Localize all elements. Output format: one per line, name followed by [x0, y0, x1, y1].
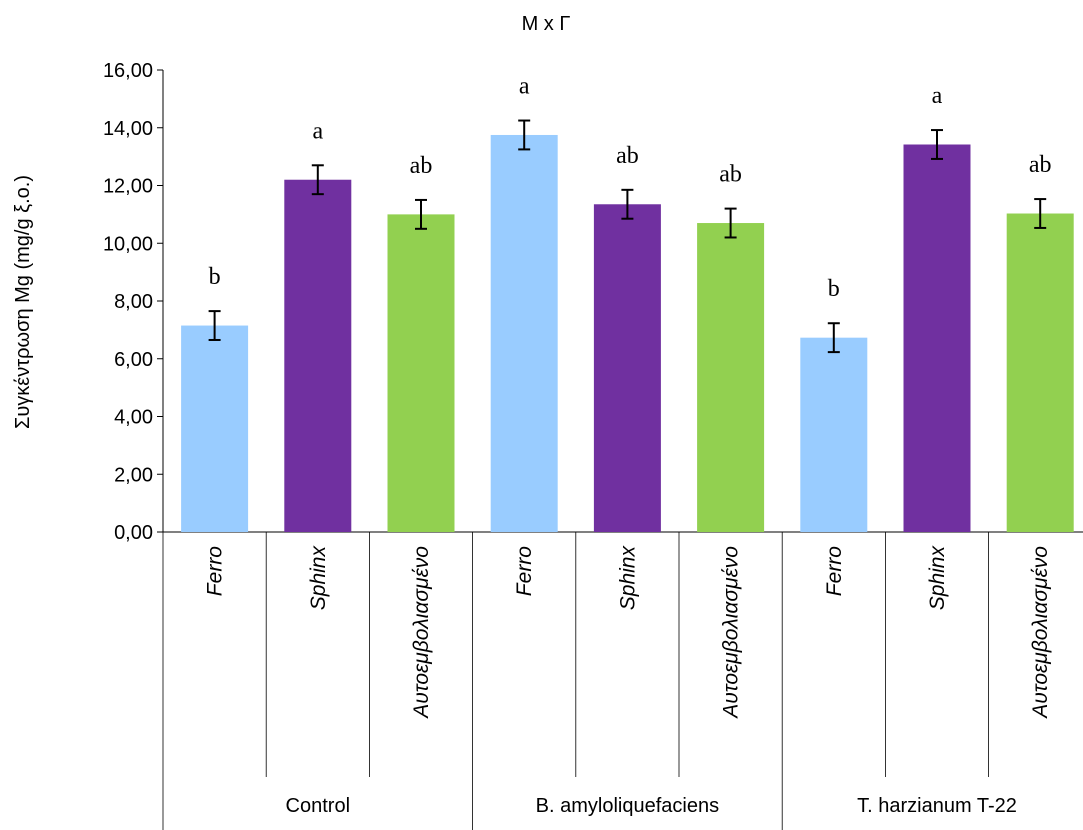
bar [284, 179, 352, 532]
x-category-label: Ferro [513, 546, 536, 596]
significance-letter: a [519, 74, 530, 100]
x-group-label: B. amyloliquefaciens [536, 795, 719, 817]
x-category-label: Sphinx [616, 545, 639, 611]
y-tick-label: 12,00 [103, 176, 153, 198]
y-tick-label: 0,00 [114, 522, 153, 544]
bar [387, 214, 455, 532]
x-category-label: Sphinx [926, 545, 949, 611]
significance-letter: ab [719, 162, 742, 188]
significance-letter: ab [616, 143, 639, 169]
significance-letter: b [828, 276, 840, 302]
y-tick-label: 6,00 [114, 349, 153, 371]
x-category-label: Αυτοεμβολιασμένο [410, 546, 433, 720]
bar [490, 134, 558, 532]
x-category-label: Αυτοεμβολιασμένο [720, 546, 743, 720]
y-tick-label: 10,00 [103, 233, 153, 255]
x-category-label: Αυτοεμβολιασμένο [1029, 546, 1052, 720]
chart-title: M x Γ [522, 13, 571, 35]
x-category-label: Ferro [204, 546, 227, 596]
plot-area: 0,00 2,00 4,00 6,00 8,00 10,00 12,00 14,00 16,00… [103, 60, 1083, 830]
y-tick-label: 8,00 [114, 291, 153, 313]
significance-letter: a [312, 118, 323, 144]
significance-letter: b [209, 264, 221, 290]
significance-letter: a [932, 83, 943, 109]
bar [593, 204, 661, 533]
bar [800, 337, 868, 532]
bar [181, 325, 249, 532]
x-category-label: Ferro [823, 546, 846, 596]
y-tick-label: 4,00 [114, 407, 153, 429]
y-tick-label: 2,00 [114, 464, 153, 486]
x-category-label: Sphinx [307, 545, 330, 611]
significance-letter: ab [410, 153, 433, 179]
y-tick-label: 16,00 [103, 60, 153, 82]
x-group-label: Control [286, 795, 350, 817]
y-axis-label: Συγκέντρωση Mg (mg/g ξ.ο.) [12, 175, 34, 429]
bar [1006, 213, 1074, 533]
bar [903, 144, 971, 532]
x-group-label: T. harzianum T-22 [857, 795, 1017, 817]
significance-letter: ab [1029, 152, 1052, 178]
bar [697, 223, 765, 532]
y-tick-label: 14,00 [103, 118, 153, 140]
